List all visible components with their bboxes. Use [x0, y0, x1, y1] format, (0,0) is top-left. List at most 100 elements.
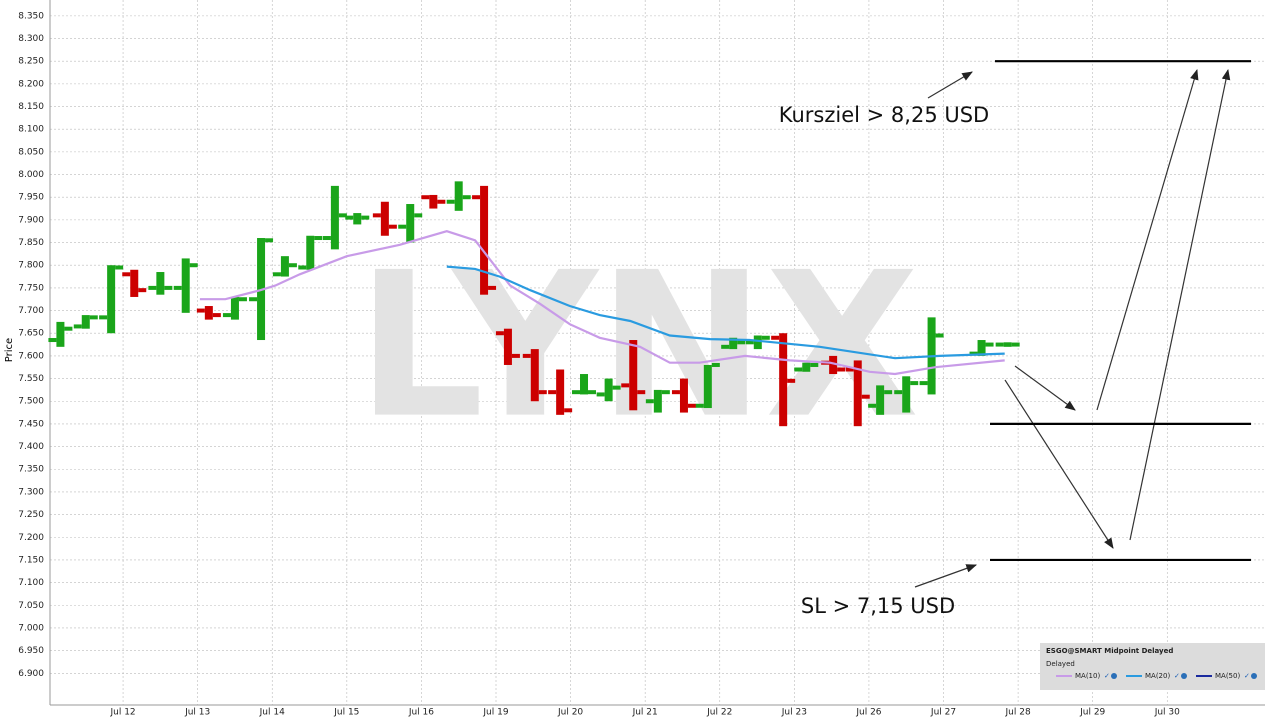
- candle-range: [580, 374, 589, 395]
- candle-open: [298, 265, 307, 270]
- candle-range: [530, 349, 539, 402]
- candle-close: [588, 390, 597, 395]
- y-tick-label: 8.200: [18, 79, 44, 89]
- legend: ESGO@SMART Midpoint Delayed Delayed MA(1…: [1040, 643, 1265, 690]
- y-tick-label: 7.100: [18, 578, 44, 588]
- candle-close: [884, 390, 893, 395]
- y-tick-label: 7.900: [18, 215, 44, 225]
- candle-range: [729, 337, 738, 350]
- candle-range: [1003, 342, 1012, 347]
- candle-open: [472, 195, 481, 200]
- candle-open: [421, 195, 430, 200]
- annotation: SL > 7,15 USD: [801, 594, 955, 618]
- candle-range: [81, 315, 90, 329]
- candle-close: [837, 367, 846, 372]
- candle-open: [99, 315, 108, 320]
- candle-close: [935, 333, 944, 338]
- candle-open: [645, 399, 654, 404]
- x-tick-label: Jul 19: [482, 708, 508, 718]
- candle-range: [306, 235, 315, 270]
- candle-open: [249, 297, 258, 302]
- candle-close: [488, 285, 497, 290]
- ma-line: [199, 230, 1005, 376]
- y-tick-label: 7.700: [18, 306, 44, 316]
- candle-close: [288, 263, 297, 268]
- candle-open: [771, 335, 780, 340]
- y-tick-label: 7.250: [18, 510, 44, 520]
- y-tick-label: 8.100: [18, 125, 44, 135]
- y-tick-label: 7.600: [18, 351, 44, 361]
- candle-range: [204, 306, 213, 320]
- arrow: [1096, 68, 1199, 411]
- candle-open: [398, 224, 407, 229]
- x-tick-label: Jul 14: [259, 708, 285, 718]
- legend-subtitle: Delayed: [1046, 660, 1075, 668]
- legend-label: MA(10): [1075, 672, 1100, 680]
- x-tick-label: Jul 28: [1005, 708, 1031, 718]
- candle-close: [314, 236, 323, 241]
- ma-line: [446, 265, 1005, 360]
- y-tick-label: 7.300: [18, 487, 44, 497]
- y-tick-label: 8.300: [18, 34, 44, 44]
- x-tick-label: Jul 26: [855, 708, 881, 718]
- candle-close: [338, 213, 347, 218]
- y-tick-label: 8.350: [18, 11, 44, 21]
- candle-close: [737, 340, 746, 345]
- candle-open: [868, 403, 877, 408]
- candle-open: [372, 213, 381, 218]
- candle-close: [787, 378, 796, 383]
- candle-close: [511, 353, 520, 358]
- y-tick-label: 8.250: [18, 57, 44, 67]
- candle-range: [556, 369, 565, 415]
- candle-range: [802, 362, 811, 372]
- candle-close: [414, 213, 423, 218]
- candle-close: [985, 342, 994, 347]
- candle-range: [156, 272, 165, 295]
- candle-open: [48, 338, 57, 343]
- candle-open: [122, 272, 131, 277]
- y-tick-label: 7.150: [18, 555, 44, 565]
- candle-range: [107, 265, 116, 334]
- candle-range: [977, 340, 986, 356]
- candle-open: [148, 285, 157, 290]
- arrow: [1004, 379, 1114, 549]
- candle-range: [230, 296, 239, 320]
- legend-label: MA(50): [1215, 672, 1240, 680]
- legend-icon: [1181, 673, 1187, 679]
- legend-icon: [1111, 673, 1117, 679]
- candle-open: [995, 342, 1004, 347]
- legend-check: ✓: [1244, 672, 1250, 680]
- candle-open: [572, 390, 581, 395]
- y-tick-label: 7.650: [18, 329, 44, 339]
- candle-range: [703, 364, 712, 409]
- arrow: [927, 71, 973, 99]
- candle-close: [64, 326, 73, 331]
- y-tick-label: 7.050: [18, 601, 44, 611]
- arrow: [914, 564, 978, 588]
- candle-close: [810, 362, 819, 367]
- candle-close: [238, 297, 247, 302]
- y-tick-label: 7.550: [18, 374, 44, 384]
- y-tick-label: 7.000: [18, 623, 44, 633]
- candle-open: [73, 324, 82, 329]
- x-tick-label: Jul 15: [333, 708, 359, 718]
- candle-open: [548, 390, 557, 395]
- candle-close: [265, 238, 274, 243]
- candle-close: [437, 199, 446, 204]
- legend-check: ✓: [1174, 672, 1180, 680]
- candle-range: [503, 328, 512, 365]
- candle-open: [272, 272, 281, 277]
- y-tick-label: 7.200: [18, 533, 44, 543]
- candle-close: [711, 362, 720, 367]
- candle-range: [454, 181, 463, 211]
- y-tick-label: 8.050: [18, 147, 44, 157]
- candle-range: [181, 258, 190, 313]
- candle-range: [853, 360, 862, 427]
- candle-range: [406, 204, 415, 243]
- candle-range: [280, 256, 289, 277]
- candle-close: [612, 385, 621, 390]
- candle-range: [56, 321, 65, 347]
- x-tick-label: Jul 12: [109, 708, 135, 718]
- candle-open: [222, 313, 231, 318]
